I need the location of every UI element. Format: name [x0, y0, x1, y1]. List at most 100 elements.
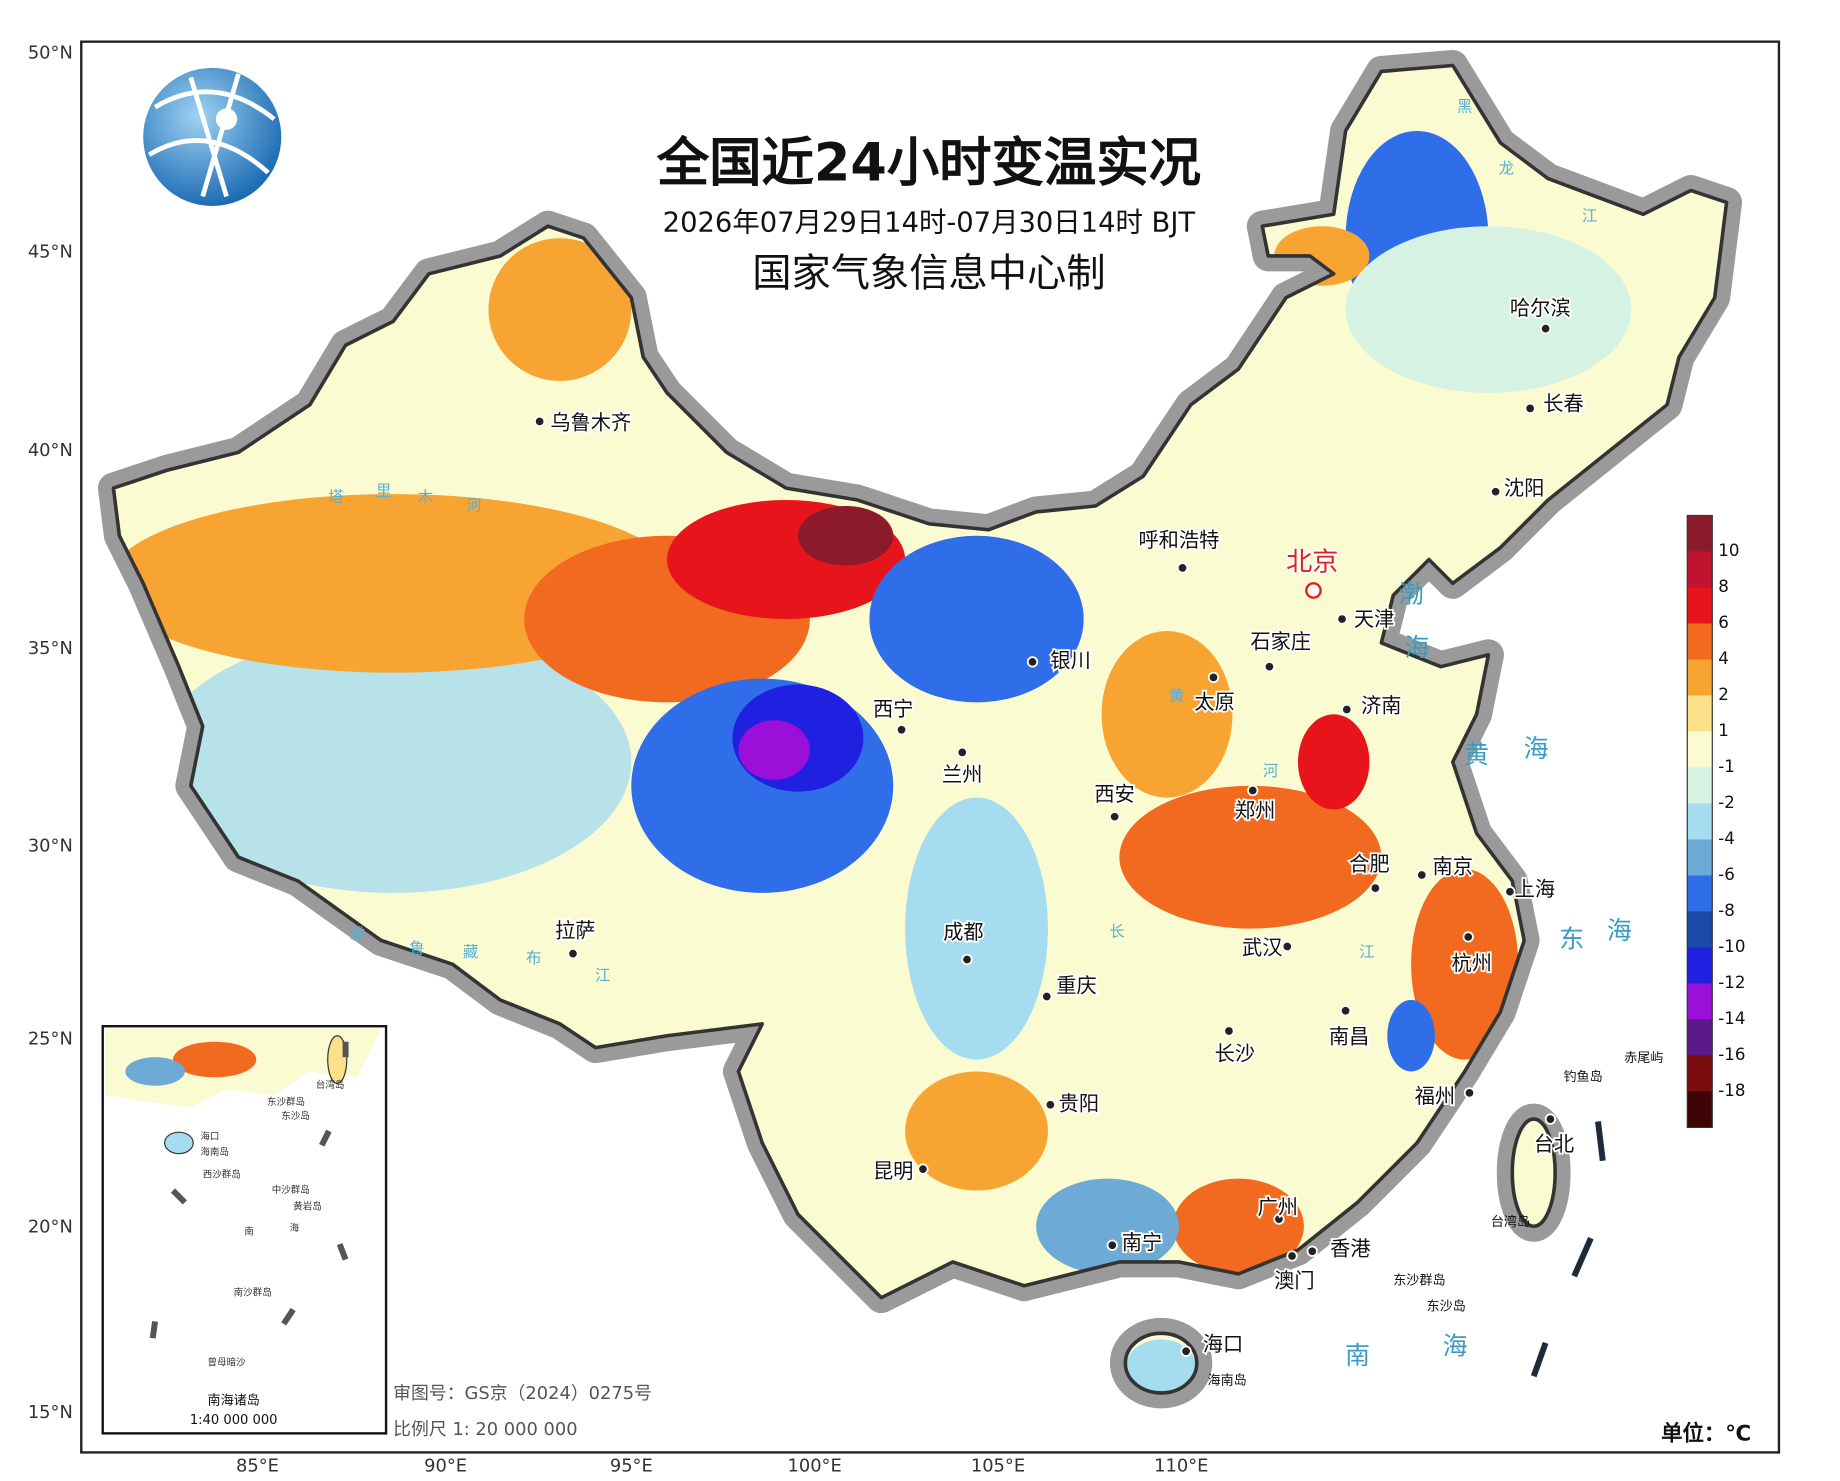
city-label: 石家庄: [1250, 629, 1311, 653]
field-warm: [905, 1071, 1048, 1191]
city-label: 郑州: [1235, 798, 1275, 822]
field-cool: [1125, 1339, 1197, 1393]
lon-label: 100°E: [788, 1456, 842, 1477]
city-dot: [1263, 661, 1276, 673]
lon-label: 110°E: [1154, 1456, 1208, 1477]
field-cool: [1036, 1178, 1179, 1274]
city-label: 乌鲁木齐: [550, 410, 631, 434]
city-dot: [533, 415, 546, 428]
lon-label: 105°E: [971, 1456, 1025, 1477]
island-label: 台湾岛: [1491, 1213, 1530, 1230]
legend-swatch: [1687, 1055, 1713, 1093]
city-label: 广州: [1258, 1195, 1298, 1219]
capital-marker: [1305, 582, 1322, 599]
city-dot: [1026, 656, 1039, 668]
producer: 国家气象信息中心制: [752, 252, 1105, 297]
city-dot: [1489, 486, 1502, 498]
city-dot: [956, 746, 968, 759]
city-label: 西安: [1094, 782, 1134, 806]
legend-label: -6: [1718, 865, 1735, 884]
legend-swatch: [1687, 551, 1713, 589]
field-warm: [1172, 1178, 1304, 1274]
field-hot: [797, 505, 894, 566]
sea-label: 渤: [1399, 579, 1424, 608]
river-label: 江: [1359, 943, 1374, 961]
city-dot: [1369, 882, 1382, 894]
map-scale: 比例尺 1: 20 000 000: [393, 1419, 577, 1440]
lat-label: 15°N: [28, 1402, 73, 1423]
city-dot: [1106, 1239, 1118, 1251]
river-label: 河: [466, 496, 481, 514]
city-label: 香港: [1330, 1237, 1370, 1261]
city-dot: [567, 947, 579, 960]
legend-swatch: [1687, 911, 1713, 949]
city-label: 重庆: [1056, 973, 1096, 997]
inset-title: 南海诸岛: [208, 1393, 260, 1409]
legend-swatch: [1687, 1019, 1713, 1057]
sea-label: 黄: [1464, 740, 1489, 769]
inset-label: 南: [244, 1226, 254, 1238]
lat-label: 25°N: [28, 1028, 73, 1049]
city-dot: [1108, 811, 1121, 823]
legend-swatch: [1687, 875, 1713, 913]
city-label: 贵阳: [1059, 1091, 1099, 1115]
river-label: 塔: [328, 488, 344, 506]
field-cold: [1387, 1000, 1435, 1072]
city-dot: [1539, 322, 1552, 335]
city-dot: [1463, 1087, 1476, 1099]
legend-swatch: [1687, 515, 1713, 553]
city-label: 长春: [1543, 391, 1583, 415]
city-dot: [1044, 1099, 1057, 1111]
city-dot: [1180, 1345, 1192, 1357]
island-label: 东沙群岛: [1393, 1272, 1445, 1288]
river-label: 里: [376, 482, 391, 500]
field-warm: [488, 238, 632, 381]
city-label: 西宁: [873, 697, 913, 721]
field-warm: [1411, 869, 1519, 1060]
city-label: 杭州: [1452, 951, 1492, 975]
city-dot: [1306, 1245, 1318, 1257]
city-label: 合肥: [1349, 852, 1389, 876]
legend-label: 4: [1718, 649, 1729, 668]
lat-label: 30°N: [28, 835, 73, 856]
legend-label: 10: [1718, 541, 1739, 560]
lat-label: 50°N: [28, 43, 73, 64]
legend-swatch: [1687, 1091, 1713, 1129]
field-cool: [1345, 226, 1632, 393]
inset-label: 海口: [200, 1130, 219, 1142]
river-label: 黑: [1457, 98, 1472, 116]
lat-label: 35°N: [28, 638, 73, 659]
legend-swatch: [1687, 947, 1713, 985]
sea-label: 南: [1345, 1341, 1370, 1370]
city-dot: [1341, 703, 1353, 716]
city-dot: [1544, 1113, 1557, 1125]
sea-label: 海: [1443, 1332, 1468, 1361]
subtitle: 2026年07月29日14时-07月30日14时 BJT: [663, 207, 1196, 238]
field-warm: [1101, 630, 1233, 798]
island-label: 钓鱼岛: [1563, 1068, 1602, 1085]
field-cool: [905, 797, 1048, 1060]
legend-swatch: [1687, 839, 1713, 877]
legend-swatch: [1687, 767, 1713, 805]
title: 全国近24小时变温实况: [656, 133, 1201, 194]
lat-label: 20°N: [28, 1216, 73, 1237]
inset: [101, 1025, 388, 1435]
inset-label: 东沙岛: [281, 1110, 310, 1122]
city-dot: [895, 724, 908, 736]
legend-label: -1: [1718, 757, 1735, 776]
lon-label: 90°E: [424, 1456, 467, 1477]
legend-label: -8: [1718, 901, 1735, 920]
city-dot: [1176, 562, 1189, 574]
legend-frame: [1686, 514, 1713, 1129]
city-label: 济南: [1361, 694, 1401, 718]
river-label: 江: [595, 967, 610, 985]
city-label: 太原: [1194, 690, 1234, 714]
river-label: 鲁: [409, 939, 424, 957]
legend-label: 6: [1718, 613, 1729, 632]
legend-swatch: [1687, 803, 1713, 841]
legend-swatch: [1687, 587, 1713, 625]
inset-label: 海南岛: [200, 1146, 229, 1158]
legend-label: -12: [1718, 973, 1745, 992]
